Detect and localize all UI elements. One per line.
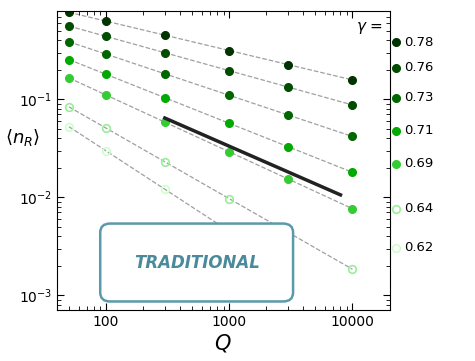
- Text: 0.71: 0.71: [404, 124, 434, 137]
- Text: $\langle n_R \rangle$: $\langle n_R \rangle$: [5, 127, 40, 148]
- Text: 0.78: 0.78: [404, 36, 434, 49]
- Text: TRADITIONAL: TRADITIONAL: [134, 253, 259, 271]
- Text: 0.64: 0.64: [404, 202, 434, 215]
- Text: 0.62: 0.62: [404, 241, 434, 254]
- Text: 0.73: 0.73: [404, 91, 434, 104]
- FancyBboxPatch shape: [100, 223, 293, 301]
- Text: 0.76: 0.76: [404, 61, 434, 74]
- X-axis label: $Q$: $Q$: [214, 332, 232, 354]
- Text: $\gamma$ =: $\gamma$ =: [356, 20, 383, 36]
- Text: 0.69: 0.69: [404, 157, 434, 170]
